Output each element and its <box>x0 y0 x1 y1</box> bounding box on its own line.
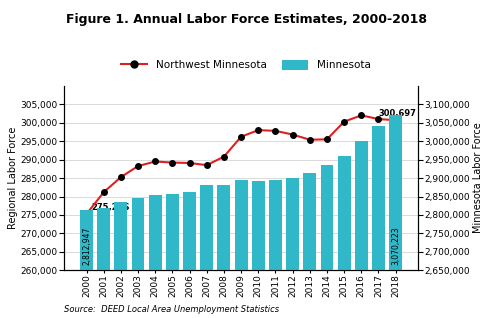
Text: 300,697: 300,697 <box>378 109 416 118</box>
Bar <box>269 180 282 318</box>
Northwest Minnesota <box>221 155 227 159</box>
Bar <box>338 156 351 318</box>
Bar <box>372 127 385 318</box>
Bar <box>80 210 93 318</box>
Text: Source:  DEED Local Area Unemployment Statistics: Source: DEED Local Area Unemployment Sta… <box>64 305 279 314</box>
Bar <box>320 165 334 318</box>
Northwest Minnesota <box>375 117 381 121</box>
Y-axis label: Regional Labor Force: Regional Labor Force <box>8 127 18 229</box>
Northwest Minnesota <box>152 160 158 163</box>
Northwest Minnesota <box>186 161 192 165</box>
Bar <box>97 208 110 318</box>
Northwest Minnesota <box>290 133 296 136</box>
Text: 3,070,223: 3,070,223 <box>391 226 400 265</box>
Northwest Minnesota <box>393 118 399 122</box>
Northwest Minnesota <box>341 120 347 124</box>
Northwest Minnesota <box>238 135 244 139</box>
Text: 2,812,947: 2,812,947 <box>82 226 91 265</box>
Northwest Minnesota <box>255 128 261 132</box>
Bar <box>304 173 316 318</box>
Northwest Minnesota <box>118 175 124 179</box>
Bar <box>286 178 299 318</box>
Bar <box>252 181 265 318</box>
Northwest Minnesota <box>84 212 90 216</box>
Northwest Minnesota <box>358 114 364 117</box>
Bar <box>166 194 179 318</box>
Bar <box>235 180 247 318</box>
Bar <box>389 115 402 318</box>
Bar <box>200 185 213 318</box>
Bar <box>217 185 230 318</box>
Northwest Minnesota <box>204 163 210 167</box>
Northwest Minnesota <box>307 138 313 142</box>
Northwest Minnesota <box>273 129 278 133</box>
Y-axis label: Minnesota Labor Force: Minnesota Labor Force <box>473 123 483 233</box>
Text: Figure 1. Annual Labor Force Estimates, 2000-2018: Figure 1. Annual Labor Force Estimates, … <box>65 13 427 26</box>
Bar <box>183 192 196 318</box>
Text: 275,256: 275,256 <box>92 203 130 212</box>
Northwest Minnesota <box>101 190 107 194</box>
Northwest Minnesota <box>135 164 141 168</box>
Bar <box>131 198 145 318</box>
Bar <box>115 202 127 318</box>
Legend: Northwest Minnesota, Minnesota: Northwest Minnesota, Minnesota <box>117 56 375 75</box>
Northwest Minnesota <box>324 137 330 141</box>
Bar <box>149 195 162 318</box>
Northwest Minnesota <box>169 161 175 164</box>
Bar <box>355 141 368 318</box>
Line: Northwest Minnesota: Northwest Minnesota <box>84 113 399 217</box>
